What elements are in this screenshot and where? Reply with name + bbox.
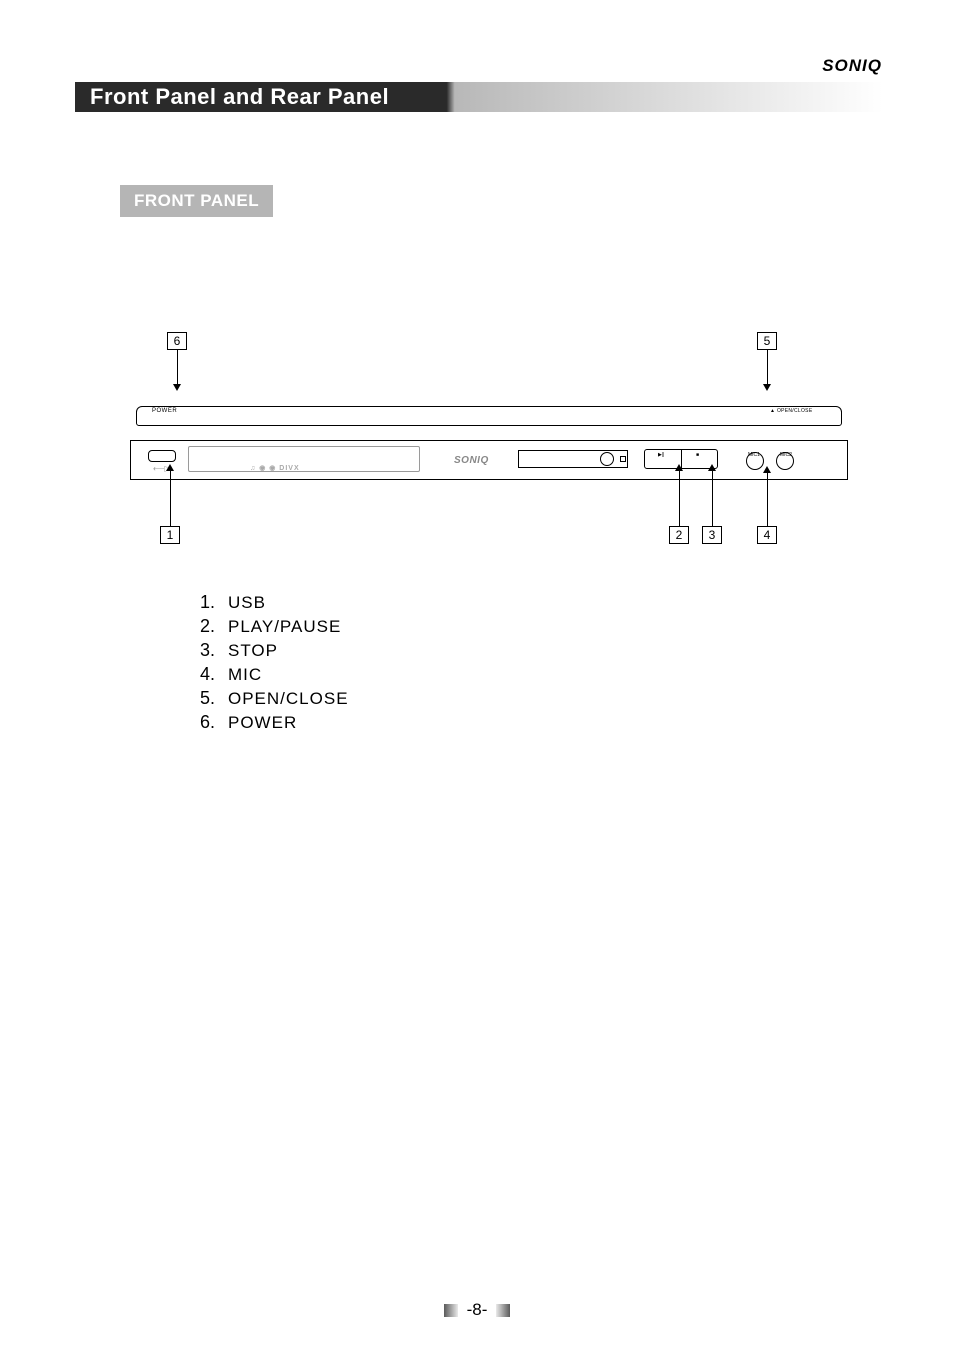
play-pause-label: ▶|| [658,452,664,458]
legend-item: 5. OPEN/CLOSE [200,688,349,709]
footer-decoration-right [496,1304,510,1317]
page-footer: -8- [0,1300,954,1320]
mic2-jack [776,452,794,470]
device-top-bar [136,406,842,426]
legend-item: 1. USB [200,592,349,613]
legend-number: 5. [200,688,228,709]
legend-number: 3. [200,640,228,661]
footer-decoration-left [444,1304,458,1317]
leader-line [170,470,171,526]
legend-text: USB [228,593,266,613]
legend-text: STOP [228,641,278,661]
arrow-icon [173,384,181,391]
callout-5: 5 [757,332,777,350]
callout-4: 4 [757,526,777,544]
callout-1: 1 [160,526,180,544]
leader-line [767,472,768,526]
ir-indicator [620,456,626,462]
legend-number: 2. [200,616,228,637]
mic1-jack [746,452,764,470]
legend-item: 6. POWER [200,712,349,733]
legend-number: 6. [200,712,228,733]
page-title: Front Panel and Rear Panel [90,84,389,110]
tray-format-icons: ♫ ◉ ◉ DIVX [250,464,300,472]
arrow-icon [675,464,683,471]
page-number: -8- [467,1300,488,1319]
leader-line [712,470,713,526]
ir-sensor [600,452,614,466]
legend-text: OPEN/CLOSE [228,689,349,709]
usb-port [148,450,176,462]
power-label: POWER [152,408,177,414]
brand-logo-top: SONIQ [822,56,882,76]
legend-number: 4. [200,664,228,685]
arrow-icon [763,466,771,473]
front-panel-diagram: 6 5 POWER ▲ OPEN/CLOSE ⟵▷ ♫ ◉ ◉ DIVX SON… [130,330,850,550]
legend-list: 1. USB 2. PLAY/PAUSE 3. STOP 4. MIC 5. O… [200,592,349,736]
callout-6: 6 [167,332,187,350]
callout-3: 3 [702,526,722,544]
legend-text: PLAY/PAUSE [228,617,341,637]
leader-line [767,350,768,386]
open-close-label: ▲ OPEN/CLOSE [770,408,812,414]
stop-label: ■ [696,452,699,458]
legend-text: POWER [228,713,297,733]
callout-2: 2 [669,526,689,544]
legend-item: 3. STOP [200,640,349,661]
legend-item: 2. PLAY/PAUSE [200,616,349,637]
arrow-icon [708,464,716,471]
brand-logo-device: SONIQ [454,455,489,466]
leader-line [177,350,178,386]
leader-line [679,470,680,526]
disc-tray [188,446,420,472]
arrow-icon [763,384,771,391]
legend-number: 1. [200,592,228,613]
arrow-icon [166,464,174,471]
legend-item: 4. MIC [200,664,349,685]
section-heading-front-panel: FRONT PANEL [120,185,273,217]
legend-text: MIC [228,665,262,685]
